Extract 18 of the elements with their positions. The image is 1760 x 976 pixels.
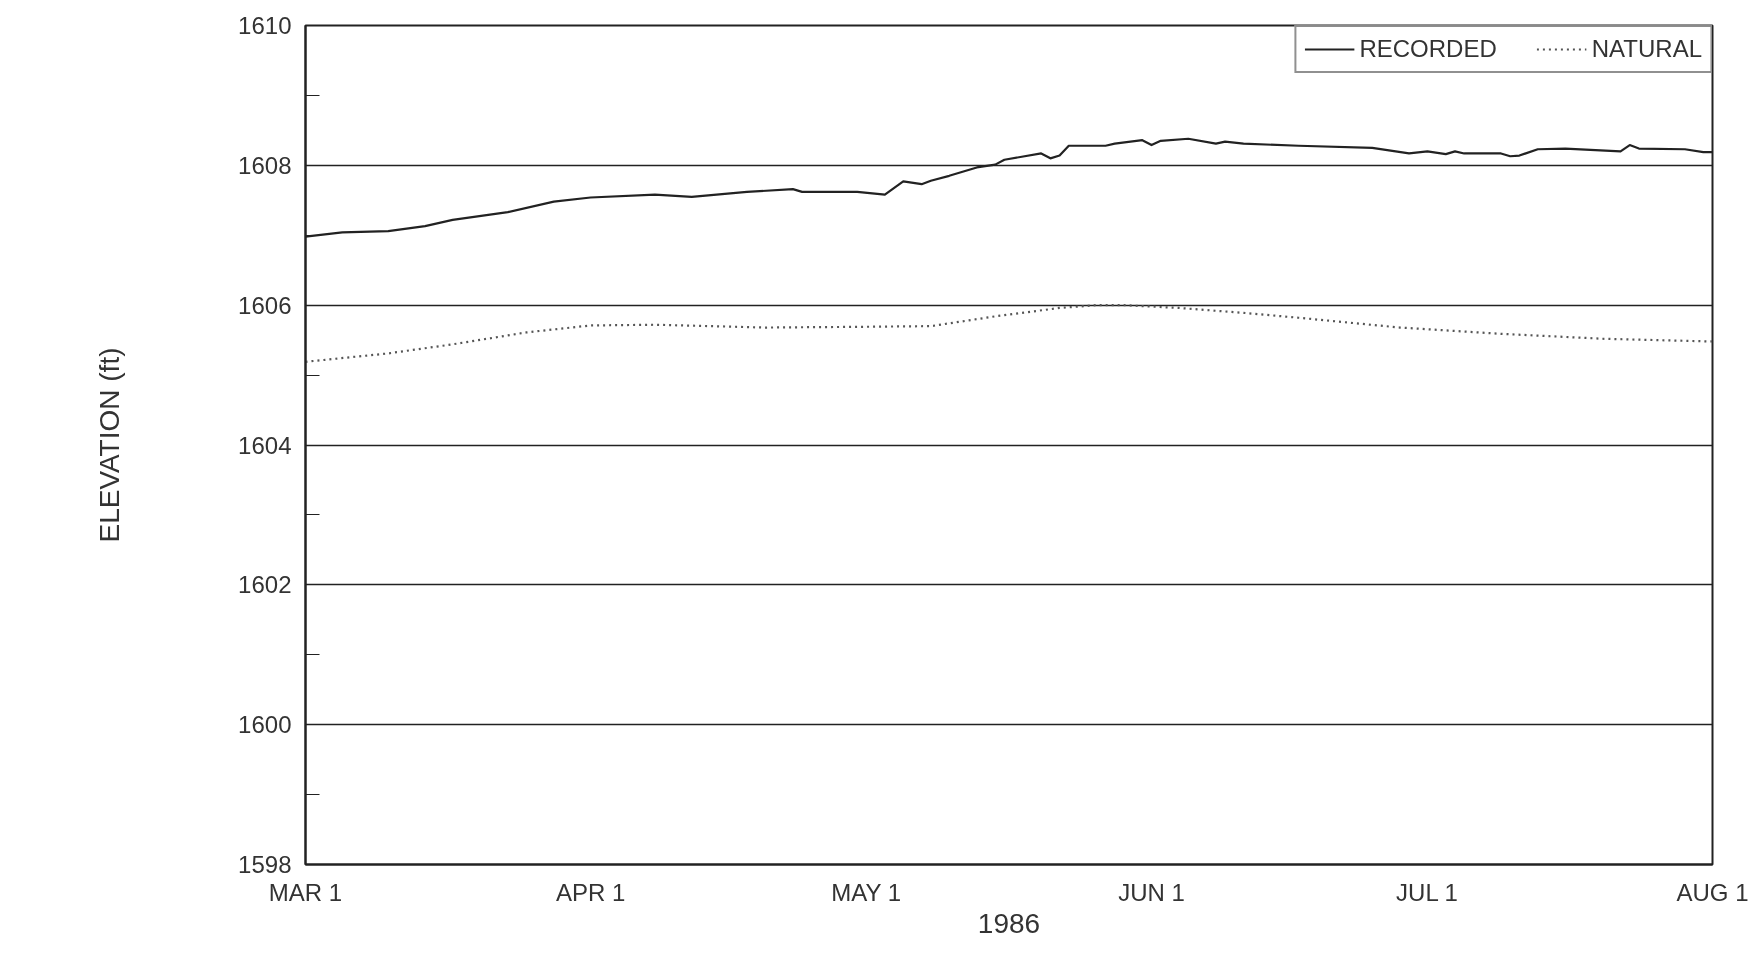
- x-tick-label: MAY 1: [831, 878, 902, 906]
- y-tick-label: 1598: [238, 851, 292, 878]
- y-tick-label: 1608: [238, 151, 292, 179]
- x-tick-label: JUN 1: [1118, 878, 1185, 906]
- x-tick-label: JUL 1: [1396, 878, 1458, 906]
- y-tick-label: 1604: [238, 431, 292, 459]
- y-tick-label: 1600: [238, 711, 292, 739]
- x-tick-label: MAR 1: [268, 878, 343, 906]
- y-tick-label: 1606: [238, 291, 292, 319]
- y-tick-label: 1610: [238, 12, 292, 39]
- y-axis-title: ELEVATION (ft): [94, 347, 126, 543]
- y-tick-label: 1602: [238, 571, 292, 599]
- legend-label: NATURAL: [1591, 35, 1702, 63]
- x-tick-label: APR 1: [555, 878, 626, 906]
- legend-label: RECORDED: [1359, 35, 1497, 63]
- line-series: [305, 304, 1713, 363]
- x-tick-label: AUG 1: [1676, 878, 1749, 906]
- x-axis-title: 1986: [977, 907, 1041, 939]
